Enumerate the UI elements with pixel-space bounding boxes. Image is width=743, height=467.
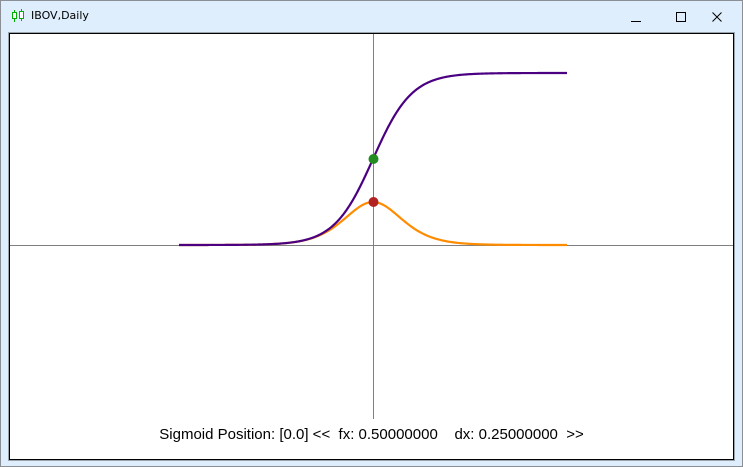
minimize-icon [631, 21, 641, 22]
close-icon [712, 12, 722, 22]
maximize-icon [676, 12, 686, 22]
minimize-button[interactable] [619, 5, 653, 29]
title-bar[interactable]: IBOV,Daily [1, 1, 742, 31]
candlestick-chart-icon [12, 9, 24, 22]
fx-point-marker [368, 154, 379, 164]
close-button[interactable] [700, 5, 734, 29]
dx-point-marker [368, 197, 379, 207]
maximize-button[interactable] [664, 5, 698, 29]
chart-area[interactable]: Sigmoid Position: [0.0] << fx: 0.5000000… [9, 33, 734, 460]
sigmoid-plot [10, 34, 733, 419]
sigmoid-status-text: Sigmoid Position: [0.0] << fx: 0.5000000… [159, 426, 584, 443]
window-title: IBOV,Daily [31, 9, 89, 22]
